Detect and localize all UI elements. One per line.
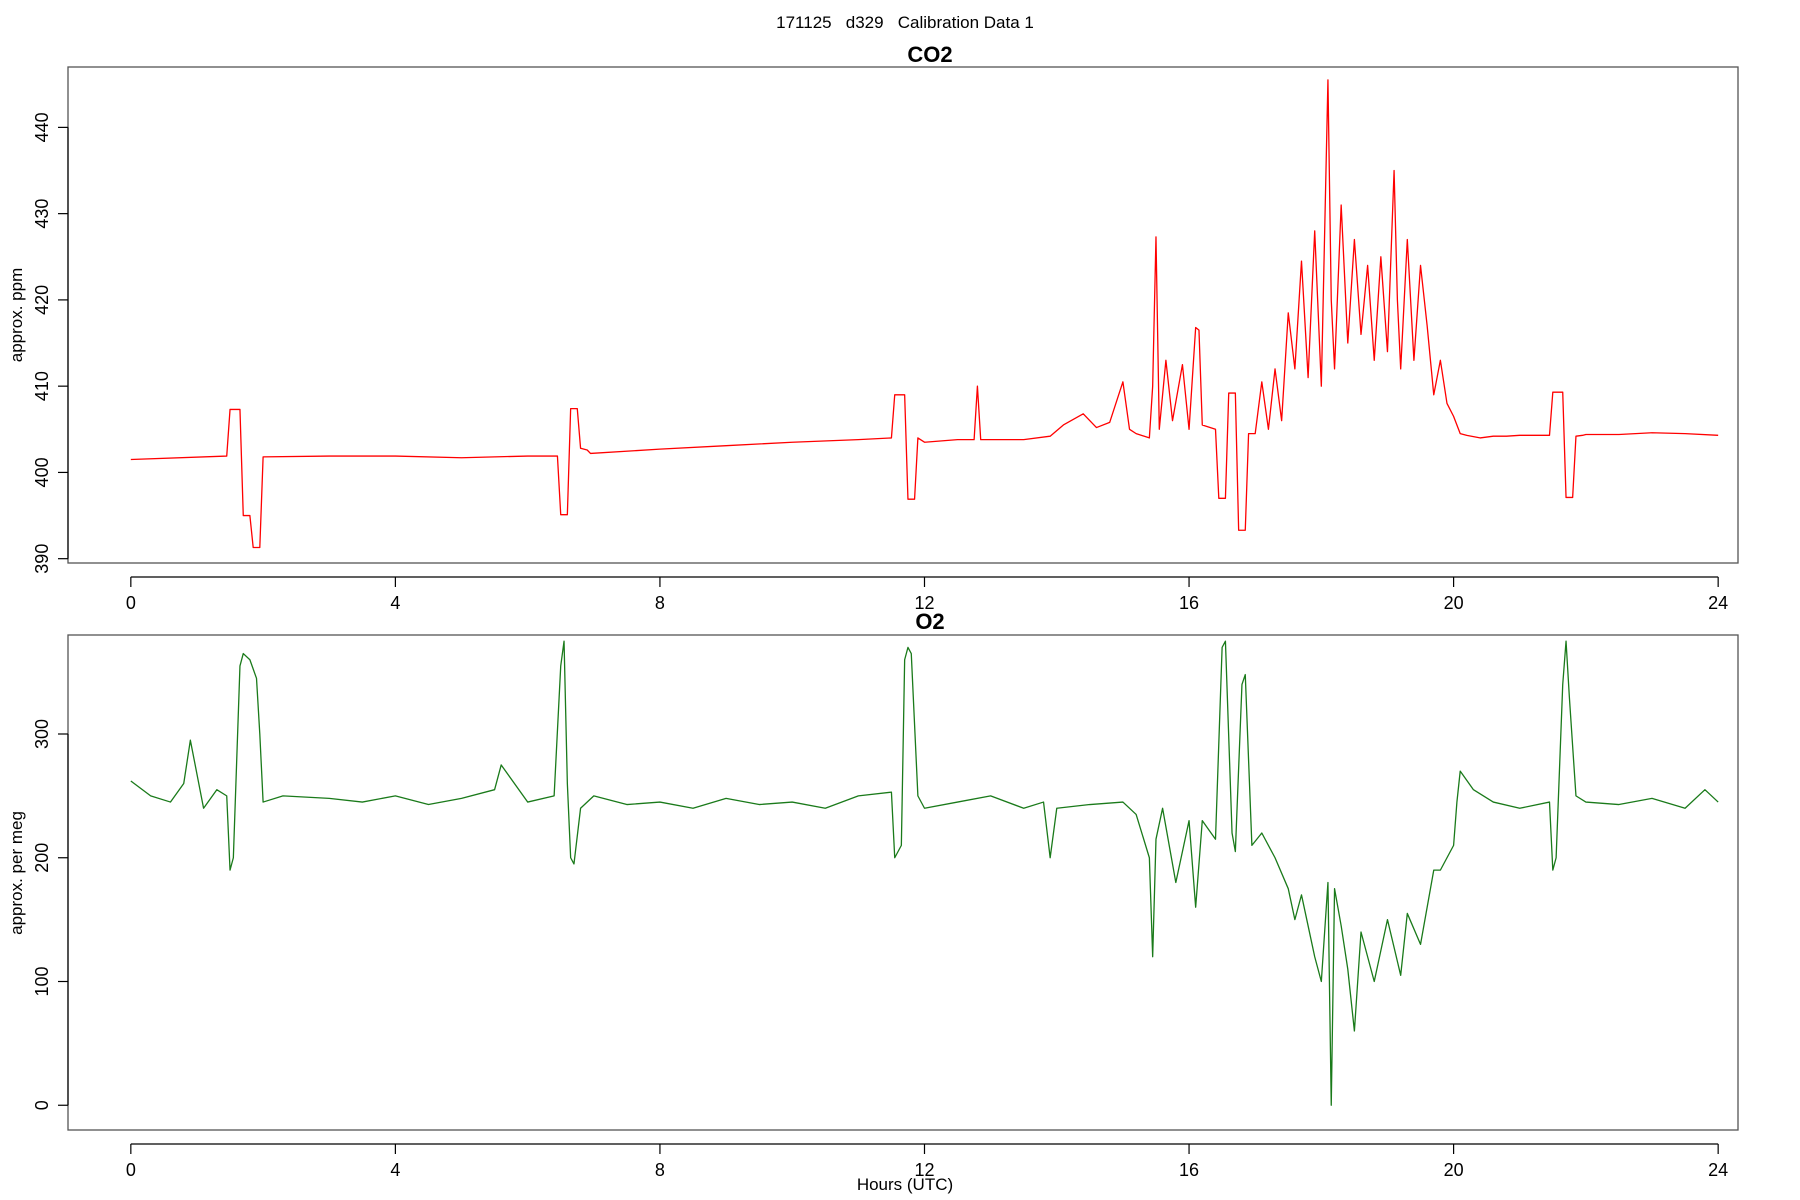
o2-x-tick-label: 12 — [914, 1160, 934, 1180]
co2-x-tick-label: 4 — [390, 593, 400, 613]
o2-x-tick-label: 8 — [655, 1160, 665, 1180]
co2-panel-title: CO2 — [907, 42, 952, 67]
co2-x-tick-label: 0 — [126, 593, 136, 613]
co2-y-tick-label: 390 — [32, 544, 52, 574]
o2-y-tick-label: 0 — [32, 1100, 52, 1110]
co2-panel: CO2 0 4 8 12 16 20 24 390 400 410 420 430 440 appro… — [7, 42, 1739, 613]
o2-y-tick-label: 100 — [32, 966, 52, 996]
o2-y-tick-label: 200 — [32, 843, 52, 873]
figure-title: 171125 d329 Calibration Data 1 — [776, 13, 1034, 32]
co2-x-tick-label: 8 — [655, 593, 665, 613]
co2-y-axis: 390 400 410 420 430 440 — [32, 112, 69, 574]
co2-series-line — [130, 79, 1719, 549]
co2-x-tick-label: 12 — [914, 593, 934, 613]
co2-y-tick-label: 420 — [32, 285, 52, 315]
co2-x-tick-label: 16 — [1179, 593, 1199, 613]
o2-x-axis: 0 4 8 12 16 20 24 — [126, 1143, 1728, 1180]
o2-panel-title: O2 — [915, 609, 944, 634]
o2-x-tick-label: 0 — [126, 1160, 136, 1180]
co2-y-tick-label: 400 — [32, 457, 52, 487]
o2-x-tick-label: 20 — [1444, 1160, 1464, 1180]
co2-y-tick-label: 440 — [32, 112, 52, 142]
co2-y-tick-label: 430 — [32, 199, 52, 229]
co2-x-tick-label: 24 — [1708, 593, 1728, 613]
o2-x-tick-label: 16 — [1179, 1160, 1199, 1180]
co2-x-axis: 0 4 8 12 16 20 24 — [126, 576, 1728, 613]
o2-y-axis: 0 100 200 300 — [32, 719, 69, 1110]
co2-y-axis-title: approx. ppm — [7, 268, 26, 363]
o2-x-tick-label: 24 — [1708, 1160, 1728, 1180]
co2-y-tick-label: 410 — [32, 371, 52, 401]
o2-y-tick-label: 300 — [32, 719, 52, 749]
co2-x-tick-label: 20 — [1444, 593, 1464, 613]
o2-panel: O2 0 4 8 12 16 20 24 0 100 200 300 approx. per me… — [7, 609, 1739, 1194]
o2-series-line — [130, 640, 1719, 1106]
o2-x-tick-label: 4 — [390, 1160, 400, 1180]
o2-x-axis-title: Hours (UTC) — [857, 1175, 953, 1194]
o2-y-axis-title: approx. per meg — [7, 811, 26, 935]
